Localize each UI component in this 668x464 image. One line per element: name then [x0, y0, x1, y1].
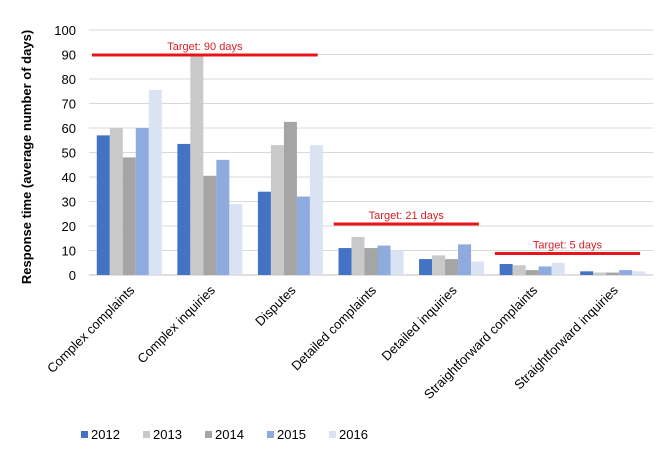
category-label: Disputes [252, 282, 299, 329]
category-label: Detailed complaints [288, 282, 379, 373]
bar [190, 54, 204, 275]
bar [283, 121, 297, 275]
category-label: Complex inquiries [134, 282, 218, 366]
bar [445, 259, 459, 275]
bar [525, 270, 539, 275]
target-lines: Target: 90 days Target: 21 days Target: 5 … [92, 41, 640, 255]
bar [538, 266, 552, 275]
legend-swatch [267, 431, 274, 438]
bar [270, 145, 284, 275]
category-label: Complex complaints [44, 282, 138, 376]
y-axis-title: Response time (average number of days) [19, 30, 34, 284]
bar [377, 245, 391, 275]
category-label: Detailed inquiries [379, 282, 460, 363]
bar [109, 128, 123, 275]
bar [419, 259, 433, 275]
bar [148, 90, 162, 276]
legend-label: 2012 [91, 427, 120, 442]
bar [593, 272, 607, 275]
bar [580, 271, 594, 275]
bar [177, 143, 191, 275]
y-tick-label: 90 [62, 48, 76, 63]
y-tick-label: 100 [54, 23, 76, 38]
bar [122, 157, 136, 275]
bar [499, 263, 513, 275]
y-tick-label: 30 [62, 195, 76, 210]
y-tick-labels: 0 10 20 30 40 50 60 70 80 90 100 [54, 23, 76, 283]
gridlines [89, 29, 653, 276]
bar [458, 244, 472, 275]
bar [309, 145, 323, 275]
bars [96, 54, 646, 276]
bar [606, 272, 620, 275]
y-tick-label: 40 [62, 170, 76, 185]
bar [351, 237, 365, 275]
bar [471, 261, 485, 275]
legend-swatch [143, 431, 150, 438]
legend-label: 2015 [277, 427, 306, 442]
bar [390, 250, 404, 275]
legend-label: 2016 [339, 427, 368, 442]
y-tick-label: 60 [62, 121, 76, 136]
target-label: Target: 21 days [369, 210, 445, 222]
bar [432, 255, 446, 275]
bar [257, 191, 271, 275]
y-tick-label: 70 [62, 97, 76, 112]
target-label: Target: 5 days [533, 239, 603, 251]
y-tick-label: 80 [62, 72, 76, 87]
bar [96, 135, 110, 275]
legend-label: 2014 [215, 427, 244, 442]
legend-swatch [329, 431, 336, 438]
bar [551, 262, 565, 275]
bar [229, 203, 243, 275]
legend-label: 2013 [153, 427, 182, 442]
target-label: Target: 90 days [167, 41, 243, 53]
legend: 2012 2013 2014 2015 2016 [81, 427, 368, 442]
y-tick-label: 20 [62, 219, 76, 234]
bar [619, 270, 633, 275]
y-tick-label: 10 [62, 244, 76, 259]
bar [135, 128, 149, 275]
bar [296, 196, 310, 275]
y-tick-label: 0 [69, 268, 76, 283]
bar [338, 248, 352, 275]
bar [216, 159, 230, 275]
y-tick-label: 50 [62, 146, 76, 161]
legend-swatch [205, 431, 212, 438]
bar [364, 248, 378, 275]
bar [203, 175, 217, 275]
bar [512, 265, 526, 275]
bar [632, 271, 646, 275]
legend-swatch [81, 431, 88, 438]
